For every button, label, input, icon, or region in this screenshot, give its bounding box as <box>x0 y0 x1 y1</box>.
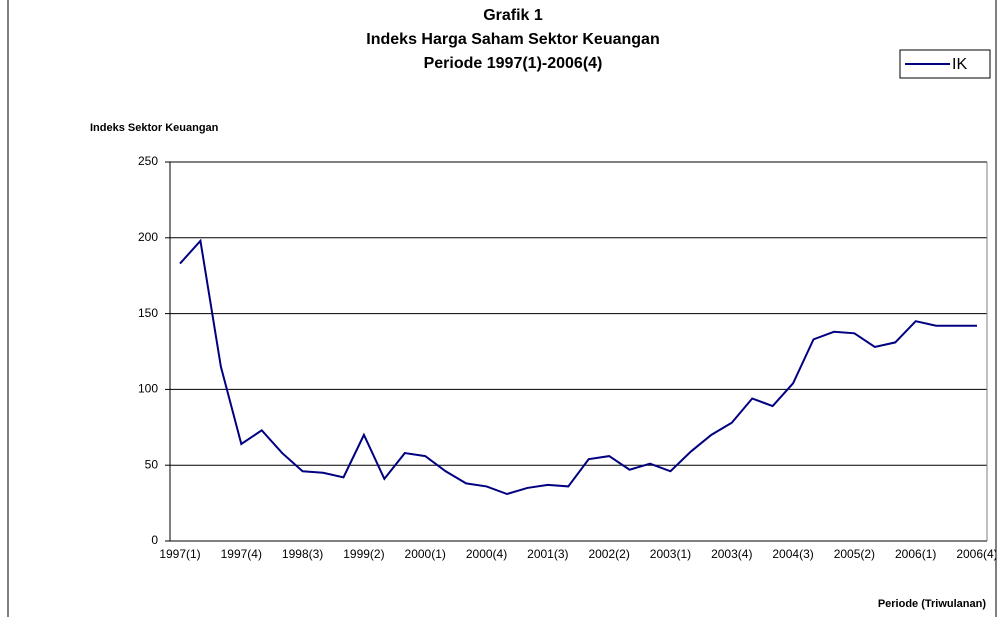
chart-subtitle: Indeks Harga Saham Sektor Keuangan <box>366 31 659 48</box>
y-tick-label: 250 <box>138 154 158 168</box>
y-tick-label: 150 <box>138 306 158 320</box>
x-axis-label: Periode (Triwulanan) <box>878 598 987 610</box>
x-tick-label: 2003(4) <box>711 547 752 561</box>
x-tick-label: 2006(4) <box>956 547 997 561</box>
y-axis-label: Indeks Sektor Keuangan <box>90 122 219 134</box>
x-tick-label: 2004(3) <box>772 547 813 561</box>
x-tick-label: 1999(2) <box>343 547 384 561</box>
chart-title: Grafik 1 <box>483 7 543 24</box>
x-tick-label: 1997(4) <box>221 547 262 561</box>
x-tick-label: 2003(1) <box>650 547 691 561</box>
chart-subtitle: Periode 1997(1)-2006(4) <box>424 55 603 72</box>
y-tick-label: 100 <box>138 382 158 396</box>
x-tick-label: 2000(1) <box>405 547 446 561</box>
y-tick-label: 200 <box>138 230 158 244</box>
y-tick-label: 50 <box>145 457 159 471</box>
x-tick-label: 2006(1) <box>895 547 936 561</box>
series-line <box>179 238 977 496</box>
legend-label: IK <box>952 56 967 73</box>
x-tick-label: 2002(2) <box>588 547 629 561</box>
y-tick-label: 0 <box>151 533 158 547</box>
x-tick-label: 2005(2) <box>834 547 875 561</box>
x-tick-label: 2000(4) <box>466 547 507 561</box>
x-tick-label: 1997(1) <box>159 547 200 561</box>
x-tick-label: 1998(3) <box>282 547 323 561</box>
x-tick-label: 2001(3) <box>527 547 568 561</box>
